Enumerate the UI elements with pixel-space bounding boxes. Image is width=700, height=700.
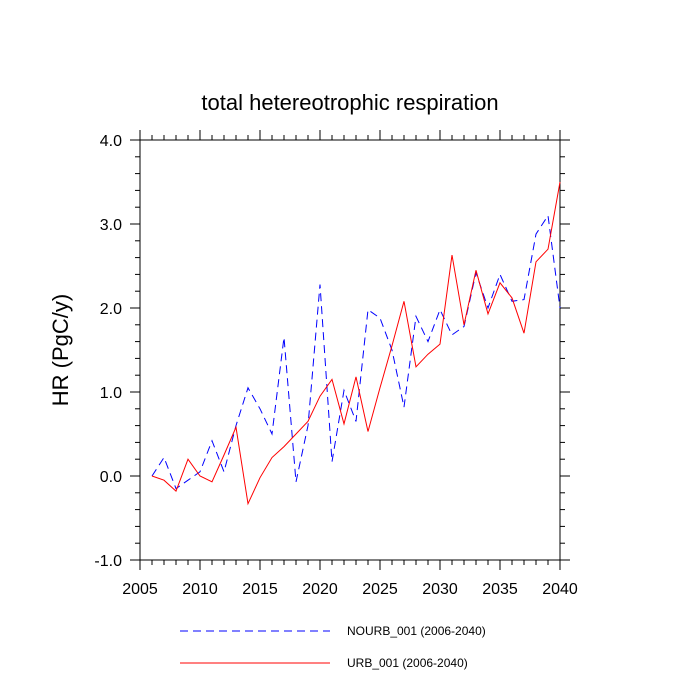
y-tick-label: 3.0 — [100, 217, 122, 234]
x-tick-label: 2005 — [122, 581, 158, 598]
legend-label-2: URB_001 (2006-2040) — [347, 656, 468, 670]
x-tick-label: 2035 — [482, 581, 518, 598]
series-line-2 — [151, 181, 561, 506]
plot-border — [139, 139, 561, 561]
chart-title: total hetereotrophic respiration — [201, 90, 498, 115]
x-tick-label: 2020 — [302, 581, 338, 598]
y-axis: -1.0 0.0 1.0 2.0 3.0 4.0 — [94, 133, 570, 570]
series-line-1 — [151, 214, 561, 490]
x-tick-label: 2040 — [542, 581, 578, 598]
x-axis: 2005 2010 2015 2020 2025 2030 2035 2040 — [122, 130, 578, 598]
x-tick-label: 2025 — [362, 581, 398, 598]
y-tick-label: 0.0 — [100, 469, 122, 486]
plot-frame — [139, 139, 561, 561]
x-tick-label: 2030 — [422, 581, 458, 598]
legend-label-1: NOURB_001 (2006-2040) — [347, 624, 486, 638]
y-tick-label: 4.0 — [100, 133, 122, 150]
y-tick-label: 2.0 — [100, 301, 122, 318]
legend: NOURB_001 (2006-2040) URB_001 (2006-2040) — [180, 624, 486, 670]
series-layer — [151, 181, 561, 506]
x-tick-label: 2015 — [242, 581, 278, 598]
y-axis-label: HR (PgC/y) — [48, 294, 73, 406]
x-tick-label: 2010 — [182, 581, 218, 598]
y-tick-label: 1.0 — [100, 385, 122, 402]
y-tick-label: -1.0 — [94, 553, 122, 570]
